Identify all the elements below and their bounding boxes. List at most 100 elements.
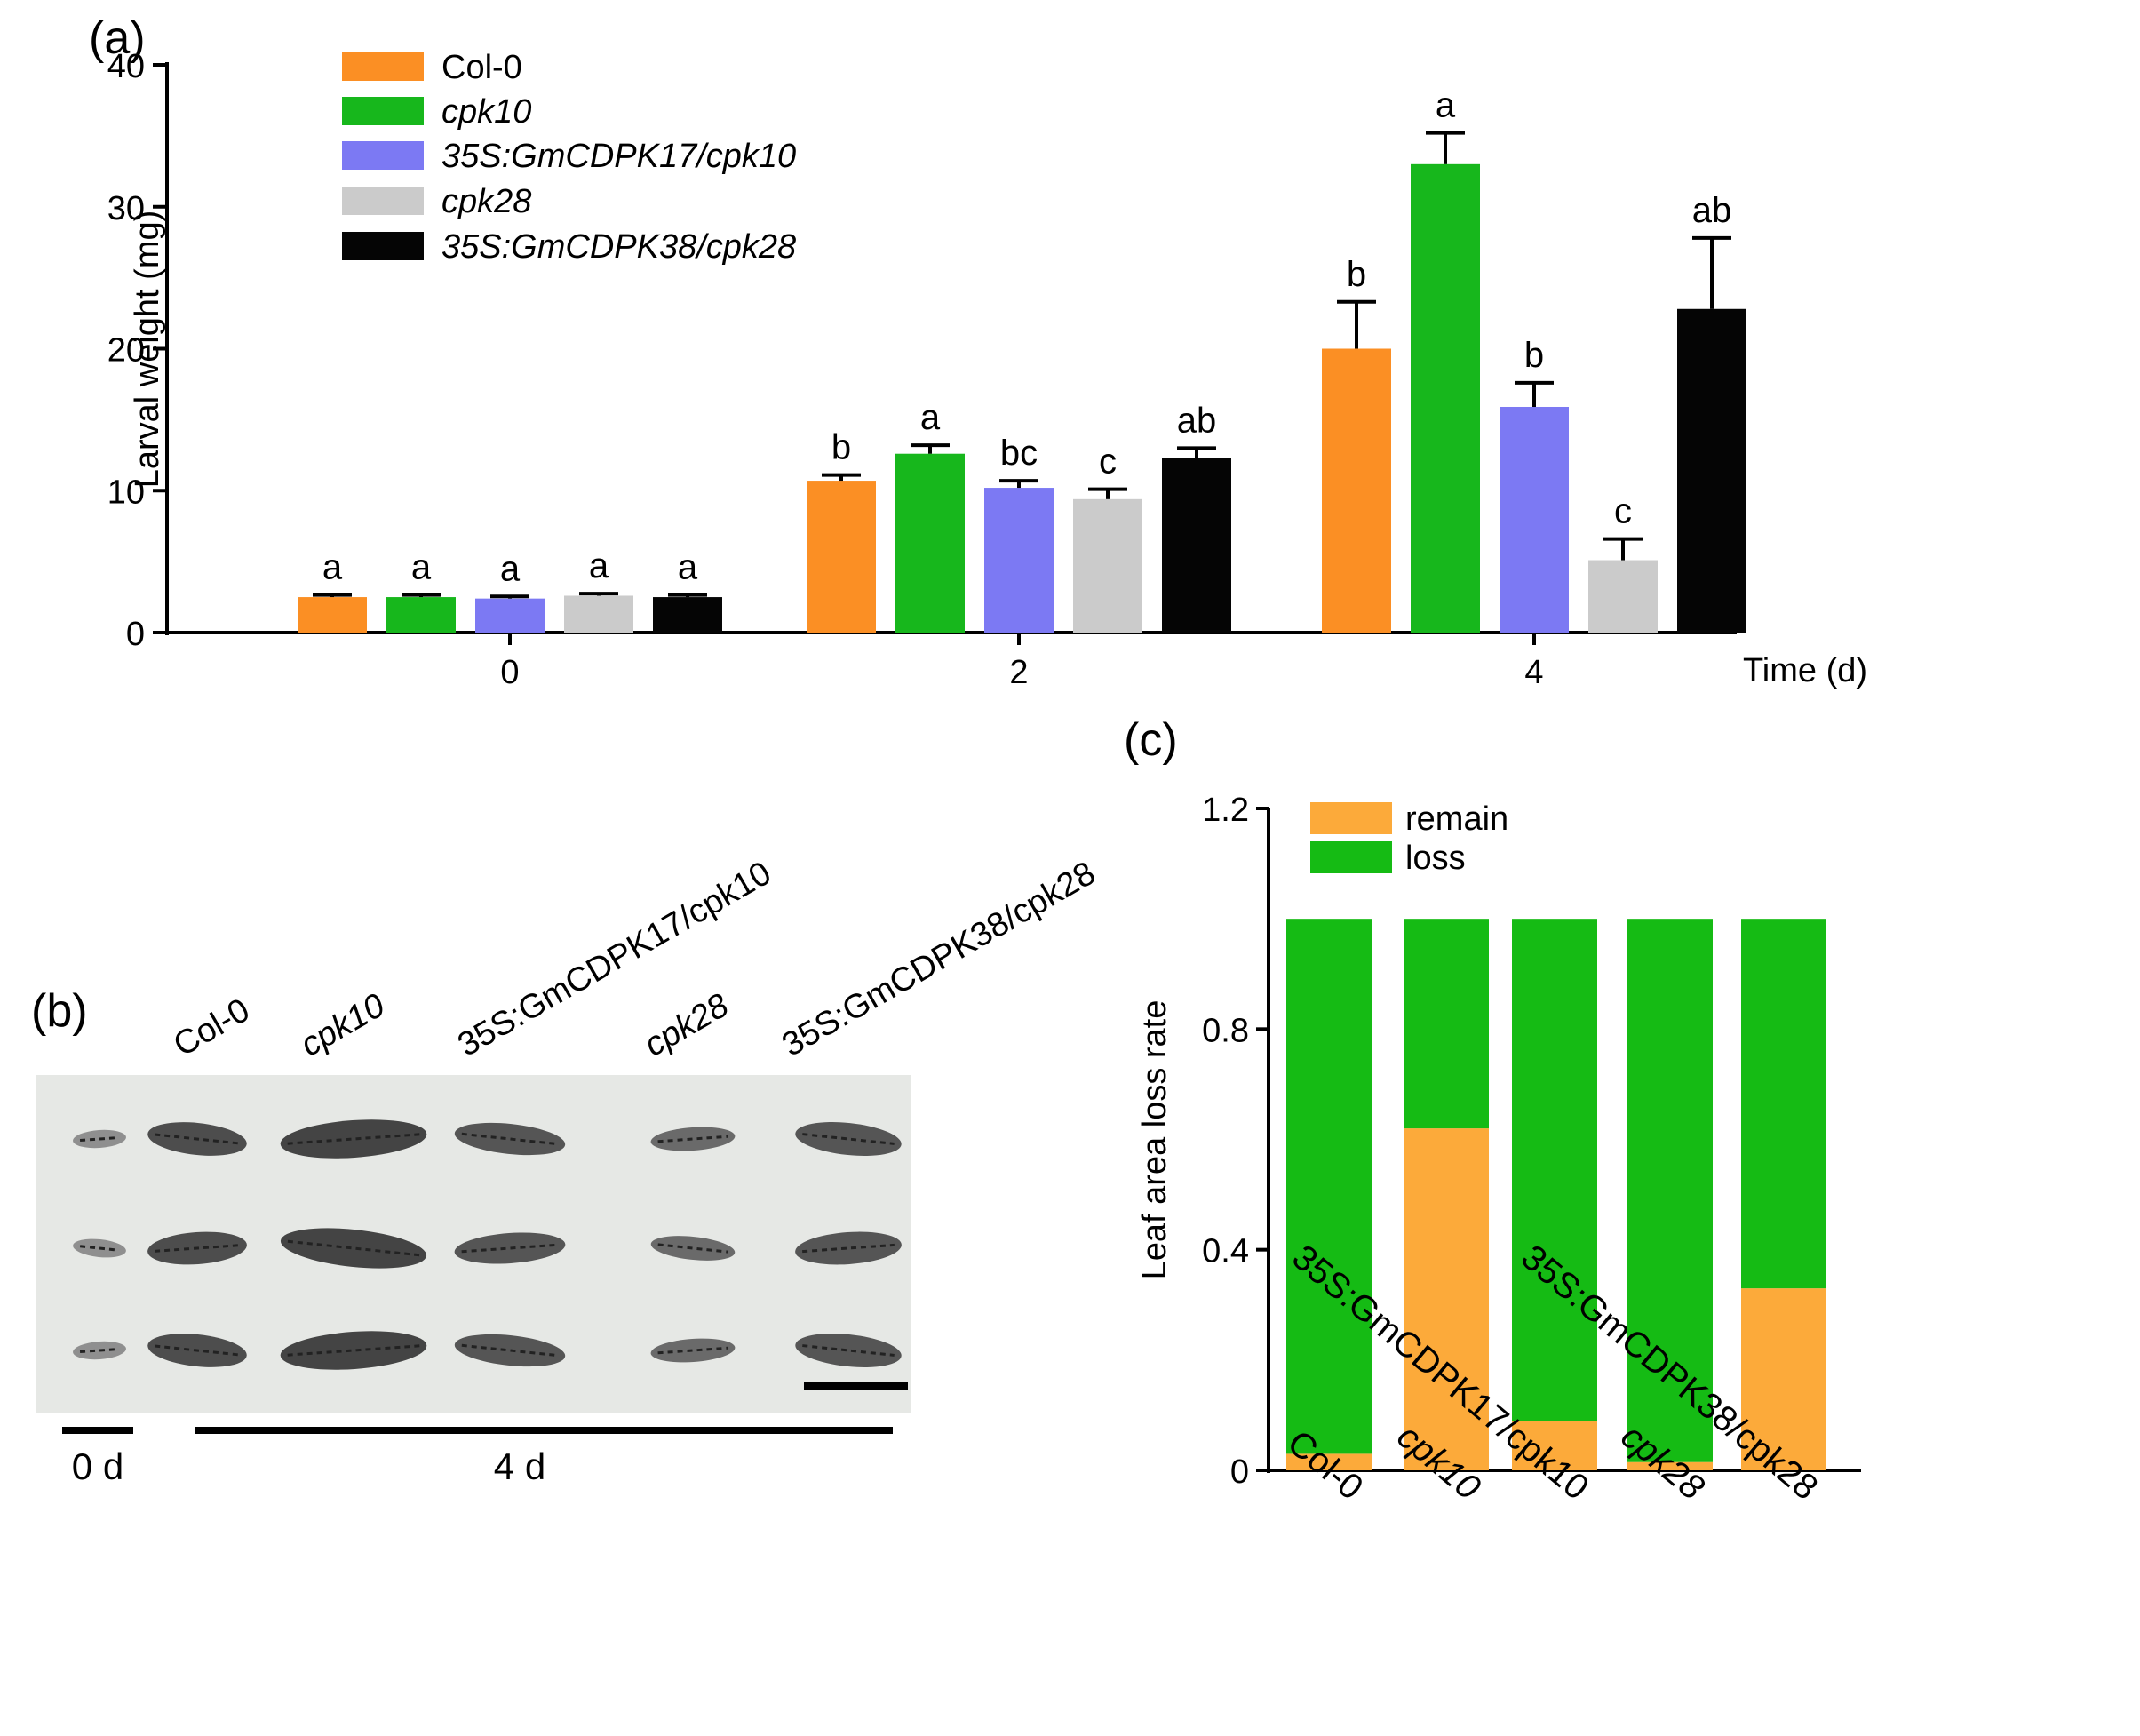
bar-35s-gmcdpk17-cpk10-day-2 — [984, 488, 1054, 633]
larva-segments — [287, 1239, 420, 1257]
stacked-bar-remain-35s-gmcdpk17-cpk10 — [1512, 1421, 1597, 1470]
x-tick-label-0: 0 — [500, 654, 519, 691]
significance-letter-cpk28-day-0: a — [589, 546, 609, 585]
larva-body — [650, 1236, 736, 1261]
significance-letter-35s-gmcdpk17-cpk10-day-0: a — [500, 549, 521, 588]
genotype-label-col-0: Col-0 — [168, 991, 257, 1064]
larva-segments — [461, 1343, 559, 1358]
larva-body — [650, 1127, 736, 1151]
larva-body — [280, 1331, 427, 1370]
legend-label-35s-gmcdpk17-cpk10: 35S:GmCDPK17/cpk10 — [442, 138, 796, 175]
stacked-bar-remain-35s-gmcdpk38-cpk28 — [1741, 1288, 1826, 1470]
genotype-label-cpk10: cpk10 — [295, 987, 392, 1064]
larva-col3-row2 — [280, 1228, 427, 1269]
larva-body — [454, 1334, 566, 1367]
legend-label-35s-gmcdpk38-cpk28: 35S:GmCDPK38/cpk28 — [442, 228, 796, 266]
stacked-bar-remain-cpk28 — [1627, 1461, 1713, 1470]
c-y-axis-title: Leaf area loss rate — [1136, 1000, 1173, 1280]
larva-col5-row2 — [650, 1236, 736, 1261]
larva-col2-row1 — [147, 1122, 247, 1156]
significance-letter-cpk10-day-2: a — [920, 398, 941, 437]
bar-35s-gmcdpk17-cpk10-day-0 — [475, 598, 545, 633]
panel-b-label: (b) — [31, 985, 88, 1037]
stacked-bar-loss-cpk28 — [1627, 919, 1713, 1462]
c-y-tick-label-0.8: 0.8 — [1202, 1012, 1249, 1049]
significance-letter-col-0-day-4: b — [1347, 255, 1366, 294]
time-label-0d: 0 d — [72, 1445, 123, 1487]
stacked-bar-remain-cpk10 — [1404, 1128, 1489, 1470]
larva-col1-row1 — [73, 1129, 126, 1149]
c-y-tick-label-1.2: 1.2 — [1202, 792, 1249, 829]
larva-segments — [287, 1344, 420, 1357]
y-axis-title: Larval weight (mg) — [129, 211, 166, 489]
larva-col6-row2 — [795, 1231, 902, 1265]
larva-body — [795, 1122, 902, 1156]
legend-swatch-col-0 — [342, 52, 424, 81]
bar-col-0-day-2 — [807, 481, 876, 633]
larva-body — [280, 1119, 427, 1159]
y-tick-label-30: 30 — [107, 190, 145, 227]
bar-35s-gmcdpk17-cpk10-day-4 — [1500, 406, 1569, 633]
bar-col-0-day-4 — [1322, 348, 1391, 633]
larva-col1-row2 — [73, 1238, 126, 1258]
larva-segments — [287, 1133, 420, 1145]
legend-label-cpk10: cpk10 — [442, 93, 531, 131]
larva-body — [454, 1232, 566, 1264]
larva-col3-row1 — [280, 1119, 427, 1159]
stacked-bar-loss-cpk10 — [1404, 919, 1489, 1129]
larva-body — [795, 1231, 902, 1265]
larva-col4-row1 — [454, 1122, 566, 1156]
larva-col6-row3 — [795, 1334, 902, 1367]
bar-cpk10-day-2 — [895, 453, 965, 633]
genotype-label-35s-gmcdpk38-cpk28: 35S:GmCDPK38/cpk28 — [776, 855, 1102, 1064]
larvae-group — [73, 1119, 902, 1370]
stacked-bar-loss-35s-gmcdpk38-cpk28 — [1741, 919, 1826, 1289]
larva-segments — [657, 1346, 728, 1355]
larva-segments — [657, 1135, 728, 1143]
larva-body — [650, 1338, 736, 1363]
panel-c-label: (c) — [1124, 714, 1178, 766]
bar-col-0-day-0 — [298, 597, 367, 633]
larva-col6-row1 — [795, 1122, 902, 1156]
significance-letter-cpk28-day-2: c — [1099, 442, 1117, 482]
c-legend-swatch-remain — [1310, 802, 1392, 834]
significance-letter-col-0-day-0: a — [322, 548, 343, 587]
c-y-tick-label-0: 0 — [1230, 1453, 1249, 1491]
stacked-bar-loss-col-0 — [1286, 919, 1372, 1454]
bar-cpk28-day-0 — [564, 595, 633, 633]
bar-35s-gmcdpk38-cpk28-day-0 — [653, 597, 722, 633]
larva-col3-row3 — [280, 1331, 427, 1370]
significance-letter-cpk10-day-4: a — [1436, 86, 1456, 125]
legend-swatch-cpk28 — [342, 187, 424, 215]
larva-segments — [461, 1243, 559, 1254]
larval-weight-legend: Col-0 cpk10 35S:GmCDPK17/cpk10 cpk28 35S:GmC… — [342, 49, 796, 266]
stacked-bar-loss-35s-gmcdpk17-cpk10 — [1512, 919, 1597, 1421]
bar-cpk28-day-4 — [1588, 560, 1658, 633]
larva-segments — [155, 1344, 240, 1357]
larva-body — [454, 1122, 566, 1156]
panel-a-label: (a) — [89, 12, 146, 64]
y-tick-label-40: 40 — [107, 48, 145, 85]
significance-letter-35s-gmcdpk38-cpk28-day-0: a — [678, 548, 698, 587]
significance-letter-35s-gmcdpk17-cpk10-day-4: b — [1524, 336, 1544, 375]
legend-swatch-35s-gmcdpk38-cpk28 — [342, 232, 424, 260]
bar-35s-gmcdpk38-cpk28-day-2 — [1162, 458, 1231, 633]
larva-segments — [155, 1244, 240, 1253]
y-tick-label-10: 10 — [107, 474, 145, 511]
larva-col1-row3 — [73, 1341, 126, 1360]
bar-cpk10-day-4 — [1411, 163, 1480, 633]
significance-letter-35s-gmcdpk38-cpk28-day-2: ab — [1177, 401, 1217, 440]
larva-col5-row1 — [650, 1127, 736, 1151]
larva-segments — [461, 1132, 559, 1146]
larval-weight-chart: 0 10 20 30 40 Larval weight (mg) Time (d) 0 a a a a… — [107, 48, 1867, 691]
larva-segments — [79, 1347, 120, 1354]
significance-letter-cpk28-day-4: c — [1614, 492, 1632, 531]
c-legend-swatch-loss — [1310, 841, 1392, 873]
significance-letter-35s-gmcdpk17-cpk10-day-2: bc — [1000, 434, 1038, 473]
bar-cpk10-day-0 — [386, 597, 456, 633]
larva-segments — [657, 1243, 728, 1254]
genotype-label-35s-gmcdpk17-cpk10: 35S:GmCDPK17/cpk10 — [452, 855, 778, 1064]
